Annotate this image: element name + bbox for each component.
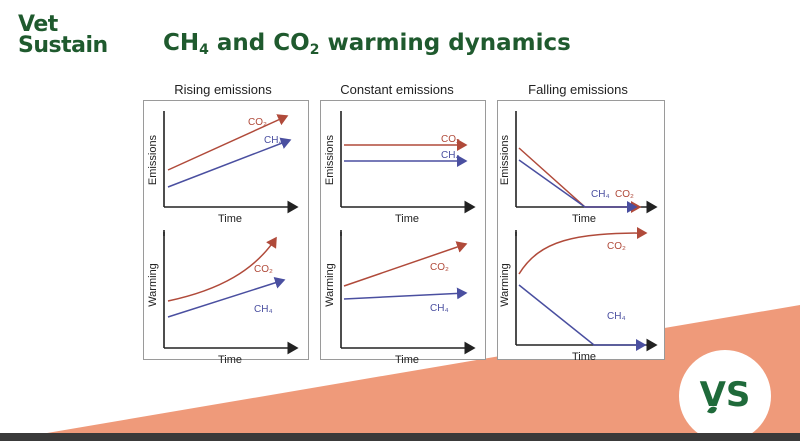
co2-label: CO₂ [615, 189, 634, 200]
ch4-line [343, 287, 468, 300]
page-title: CH4 and CO2 warming dynamics [163, 30, 571, 58]
plot-constant-emissions [340, 111, 474, 207]
co2-label: CO₂ [430, 262, 449, 273]
bottom-bar [0, 433, 800, 441]
co2-line [343, 241, 468, 287]
vetsustain-logo: Vet Sustain [18, 12, 108, 58]
x-label: Time [572, 351, 596, 363]
y-label-warming: Warming [147, 263, 159, 307]
plot-constant-warming [340, 230, 474, 348]
vs-logo-badge: VS [679, 350, 771, 442]
ch4-label: CH₄ [607, 311, 626, 322]
y-label-emissions: Emissions [147, 134, 159, 185]
ch4-label: CH₄ [591, 189, 610, 200]
plot-rising-emissions [163, 111, 297, 207]
ch4-line [518, 284, 647, 351]
ch4-label: CH₄ [264, 135, 283, 146]
ch4-line [167, 137, 292, 188]
heading-constant: Constant emissions [340, 82, 454, 97]
y-label-emissions: Emissions [499, 134, 511, 185]
ch4-label: CH₄ [441, 150, 460, 161]
co2-label: CO₂ [441, 134, 460, 145]
heading-rising: Rising emissions [174, 82, 272, 97]
ch4-line [167, 277, 286, 318]
y-label-warming: Warming [499, 263, 511, 307]
x-label: Time [218, 213, 242, 225]
co2-line [167, 236, 277, 302]
co2-label: CO₂ [254, 264, 273, 275]
x-label: Time [218, 354, 242, 366]
x-label: Time [572, 213, 596, 225]
axes [163, 115, 297, 207]
ch4-label: CH₄ [254, 304, 273, 315]
vs-logo-icon: VS [700, 375, 751, 415]
co2-label: CO₂ [607, 241, 626, 252]
svg-text:VS: VS [700, 375, 751, 415]
ch4-label: CH₄ [430, 303, 449, 314]
plot-falling-emissions [515, 111, 656, 213]
co2-label: CO₂ [248, 117, 267, 128]
heading-falling: Falling emissions [528, 82, 628, 97]
plot-falling-warming [515, 227, 656, 351]
ch4-line [518, 159, 638, 213]
co2-line [167, 114, 289, 171]
x-label: Time [395, 213, 419, 225]
plot-rising-warming [163, 230, 297, 348]
y-label-emissions: Emissions [324, 134, 336, 185]
y-label-warming: Warming [324, 263, 336, 307]
x-label: Time [395, 354, 419, 366]
co2-line [518, 227, 648, 275]
